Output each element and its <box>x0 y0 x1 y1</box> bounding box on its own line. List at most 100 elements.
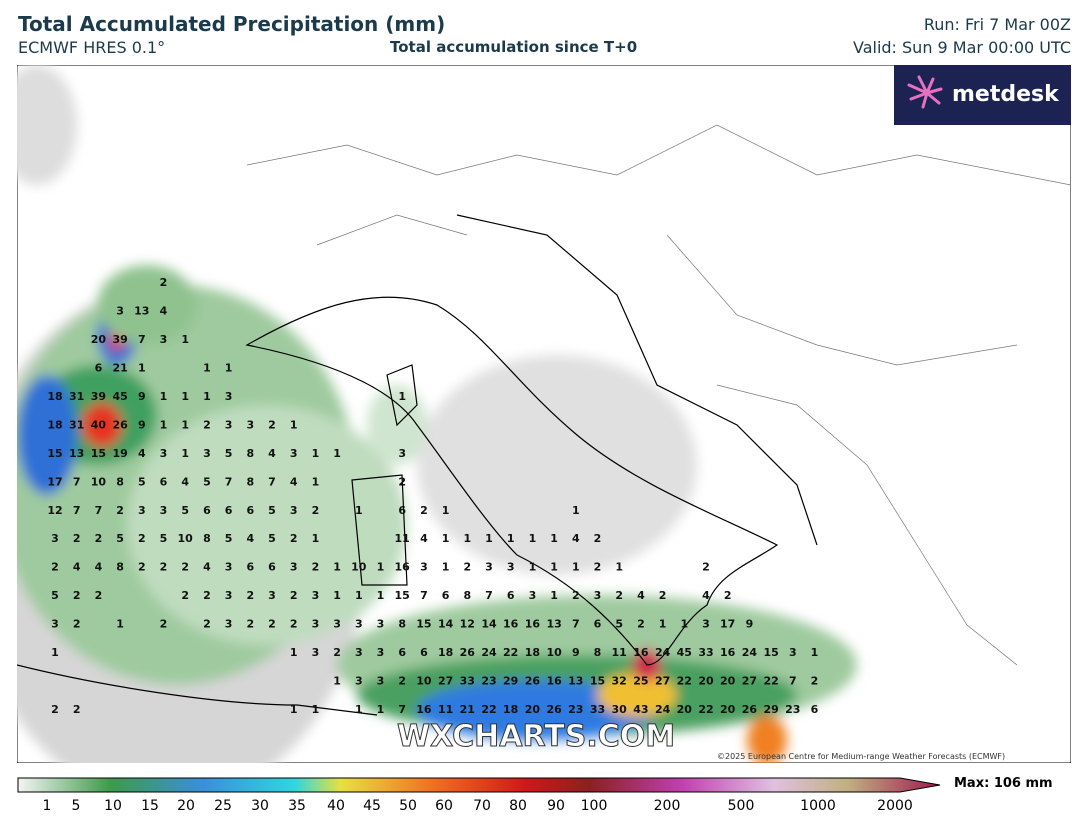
map-value: 6 <box>246 504 254 517</box>
map-value: 2 <box>95 589 103 602</box>
map-value: 3 <box>160 333 168 346</box>
colorbar-tick-label: 20 <box>177 798 195 814</box>
map-value: 2 <box>659 589 667 602</box>
map-value: 6 <box>398 646 406 659</box>
map-value: 21 <box>112 361 127 374</box>
map-value: 6 <box>420 646 428 659</box>
map-value: 1 <box>550 589 558 602</box>
map-value: 15 <box>416 618 431 631</box>
map-value: 11 <box>612 646 627 659</box>
map-value: 15 <box>590 675 605 688</box>
map-value: 18 <box>503 703 518 716</box>
colorbar-tick-label: 10 <box>104 798 122 814</box>
map-value: 6 <box>95 361 103 374</box>
map-value: 31 <box>69 390 84 403</box>
map-value: 3 <box>225 390 233 403</box>
map-value: 2 <box>95 532 103 545</box>
map-value: 3 <box>290 504 298 517</box>
map-value: 18 <box>525 646 540 659</box>
map-value: 29 <box>503 675 518 688</box>
map-value: 1 <box>485 532 493 545</box>
map-value: 2 <box>203 418 211 431</box>
map-value: 4 <box>203 561 211 574</box>
map-value: 3 <box>312 618 320 631</box>
map-value: 25 <box>633 675 648 688</box>
map-value: 4 <box>637 589 645 602</box>
map-value: 3 <box>225 561 233 574</box>
map-value: 8 <box>246 475 254 488</box>
map-value: 2 <box>203 589 211 602</box>
map-value: 9 <box>572 646 580 659</box>
map-value: 6 <box>246 561 254 574</box>
map-value: 7 <box>73 475 81 488</box>
map-value: 3 <box>355 675 363 688</box>
map-value: 1 <box>312 532 320 545</box>
map-value: 3 <box>377 646 385 659</box>
map-value: 15 <box>763 646 778 659</box>
map-value: 3 <box>138 504 146 517</box>
map-value: 5 <box>268 504 276 517</box>
map-value: 1 <box>507 532 515 545</box>
map-value: 2 <box>73 532 81 545</box>
map-value: 16 <box>395 561 411 574</box>
colorbar-tick-label: 40 <box>327 798 345 814</box>
map-value: 2 <box>160 561 168 574</box>
colorbar-tick-label: 200 <box>654 798 681 814</box>
map-value: 6 <box>442 589 450 602</box>
map-value: 8 <box>116 561 124 574</box>
map-value: 4 <box>268 447 276 460</box>
map-value: 2 <box>398 475 406 488</box>
map-value: 2 <box>312 504 320 517</box>
map-value: 1 <box>398 390 406 403</box>
map-value: 3 <box>290 561 298 574</box>
map-value: 4 <box>138 447 146 460</box>
map-value: 1 <box>572 561 580 574</box>
map-value: 1 <box>203 390 211 403</box>
valid: Valid: Sun 9 Mar 00:00 UTC <box>852 38 1071 57</box>
map-value: 16 <box>525 618 541 631</box>
map-value: 1 <box>442 532 450 545</box>
map-value: 22 <box>677 675 692 688</box>
map-value: 1 <box>225 361 233 374</box>
map-value: 15 <box>47 447 62 460</box>
map-value: 6 <box>811 703 819 716</box>
map-value: 12 <box>460 618 475 631</box>
map-value: 3 <box>333 618 341 631</box>
map-value: 2 <box>138 532 146 545</box>
map-value: 1 <box>442 504 450 517</box>
map-value: 30 <box>612 703 628 716</box>
map-value: 10 <box>91 475 107 488</box>
map-value: 27 <box>655 675 670 688</box>
map-value: 2 <box>246 589 254 602</box>
map-value: 16 <box>546 675 562 688</box>
map-value: 24 <box>655 703 671 716</box>
colorbar-tick-label: 2000 <box>877 798 913 814</box>
map-value: 1 <box>312 475 320 488</box>
map-value: 2 <box>572 589 580 602</box>
map-value: 9 <box>138 390 146 403</box>
map-value: 20 <box>720 703 736 716</box>
map-value: 1 <box>312 447 320 460</box>
map-value: 7 <box>420 589 428 602</box>
map-value: 2 <box>181 561 189 574</box>
map-value: 17 <box>47 475 62 488</box>
map-value: 1 <box>160 390 168 403</box>
map-value: 26 <box>112 418 128 431</box>
map-value: 3 <box>355 646 363 659</box>
colorbar-tick-label: 100 <box>581 798 608 814</box>
map-value: 2 <box>116 504 124 517</box>
map-value: 7 <box>95 504 103 517</box>
map-value: 10 <box>416 675 432 688</box>
map-value: 1 <box>615 561 623 574</box>
map-value: 5 <box>268 532 276 545</box>
run: Run: Fri 7 Mar 00Z <box>923 15 1071 34</box>
map-value: 8 <box>398 618 406 631</box>
map-value: 3 <box>420 561 428 574</box>
map-value: 2 <box>594 532 602 545</box>
map-value: 10 <box>546 646 562 659</box>
map-value: 9 <box>746 618 754 631</box>
map-value: 7 <box>268 475 276 488</box>
map-value: 1 <box>355 703 363 716</box>
map-value: 3 <box>355 618 363 631</box>
